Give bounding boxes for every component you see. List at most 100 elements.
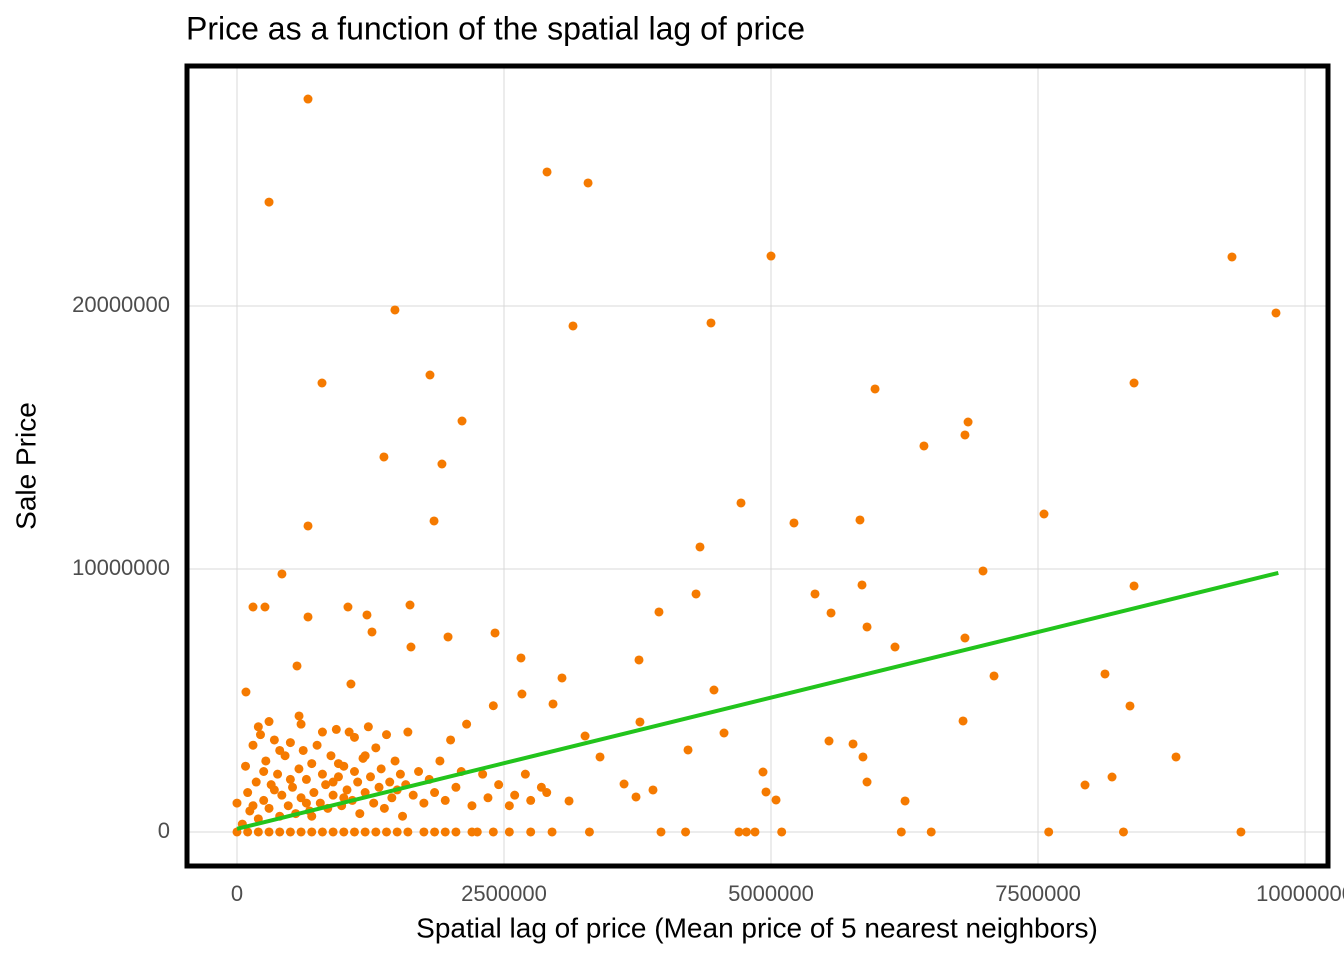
data-point — [960, 430, 970, 440]
data-point — [958, 716, 968, 726]
data-point — [862, 622, 872, 632]
data-point — [277, 790, 287, 800]
data-point — [255, 730, 265, 740]
data-point — [232, 798, 242, 808]
data-point — [349, 732, 359, 742]
data-point — [251, 777, 261, 787]
data-point — [654, 607, 664, 617]
data-point — [1129, 581, 1139, 591]
data-point — [695, 542, 705, 552]
fit-line — [236, 570, 1279, 831]
data-point — [346, 679, 356, 689]
data-point — [355, 809, 365, 819]
data-point — [363, 722, 373, 732]
data-point — [294, 764, 304, 774]
data-point — [488, 701, 498, 711]
x-tick-label: 0 — [231, 881, 243, 906]
data-point — [398, 811, 408, 821]
data-point — [683, 745, 693, 755]
data-point — [584, 827, 594, 837]
data-point — [430, 827, 440, 837]
data-point — [275, 745, 285, 755]
data-point — [451, 782, 461, 792]
data-point — [457, 416, 467, 426]
data-point — [855, 515, 865, 525]
data-point — [259, 767, 269, 777]
data-point — [331, 724, 341, 734]
data-point — [248, 740, 258, 750]
y-tick-label: 10000000 — [72, 555, 170, 580]
data-point — [429, 516, 439, 526]
data-point — [478, 769, 488, 779]
plot-area — [232, 94, 1281, 837]
data-point — [709, 685, 719, 695]
data-point — [369, 798, 379, 808]
data-point — [681, 827, 691, 837]
data-point — [309, 788, 319, 798]
data-point — [516, 653, 526, 663]
data-point — [483, 793, 493, 803]
data-point — [1236, 827, 1246, 837]
data-point — [1039, 509, 1049, 519]
data-point — [467, 801, 477, 811]
data-point — [568, 321, 578, 331]
data-point — [317, 727, 327, 737]
data-point — [960, 633, 970, 643]
data-point — [382, 827, 392, 837]
data-point — [243, 788, 253, 798]
data-point — [371, 743, 381, 753]
data-point — [771, 795, 781, 805]
data-point — [1125, 701, 1135, 711]
data-point — [1227, 252, 1237, 262]
data-point — [504, 801, 514, 811]
data-point — [1129, 378, 1139, 388]
data-point — [253, 827, 263, 837]
data-point — [1271, 308, 1281, 318]
data-point — [307, 827, 317, 837]
data-point — [403, 727, 413, 737]
data-point — [557, 673, 567, 683]
data-point — [328, 790, 338, 800]
data-point — [374, 782, 384, 792]
data-point — [248, 801, 258, 811]
data-point — [405, 600, 415, 610]
data-point — [379, 452, 389, 462]
data-point — [303, 94, 313, 104]
data-point — [494, 780, 504, 790]
data-point — [273, 769, 283, 779]
data-point — [789, 518, 799, 528]
data-point — [248, 602, 258, 612]
data-point — [758, 767, 768, 777]
data-point — [241, 687, 251, 697]
x-axis-label: Spatial lag of price (Mean price of 5 ne… — [416, 912, 1098, 943]
data-point — [648, 785, 658, 795]
data-point — [619, 779, 629, 789]
x-tick-label: 7500000 — [995, 881, 1081, 906]
data-point — [285, 827, 295, 837]
data-point — [285, 738, 295, 748]
data-point — [656, 827, 666, 837]
data-point — [269, 735, 279, 745]
data-point — [437, 459, 447, 469]
data-point — [734, 827, 744, 837]
data-point — [443, 632, 453, 642]
data-point — [542, 788, 552, 798]
data-point — [451, 827, 461, 837]
panel-border — [184, 63, 1331, 869]
data-point — [425, 370, 435, 380]
data-point — [1171, 752, 1181, 762]
data-point — [736, 498, 746, 508]
data-point — [317, 769, 327, 779]
data-point — [315, 798, 325, 808]
data-point — [631, 792, 641, 802]
data-point — [367, 627, 377, 637]
grid — [187, 66, 1328, 866]
data-point — [440, 795, 450, 805]
data-point — [517, 689, 527, 699]
data-point — [317, 827, 327, 837]
data-point — [472, 827, 482, 837]
data-point — [285, 774, 295, 784]
data-point — [1100, 669, 1110, 679]
